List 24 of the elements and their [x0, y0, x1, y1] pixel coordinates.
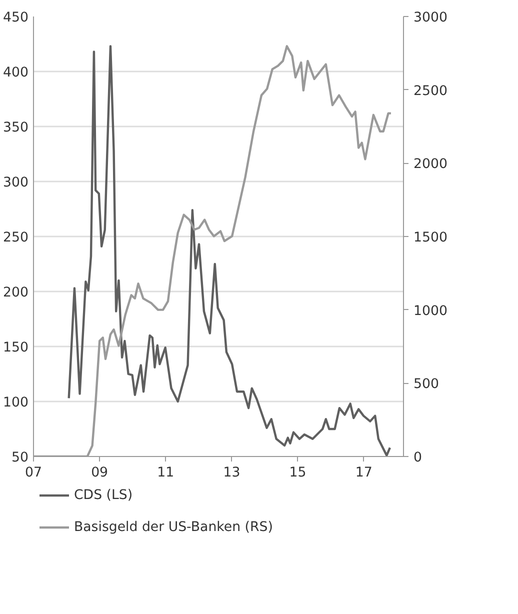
x-tick-label: 07 [25, 466, 42, 480]
y-tick-label: 150 [3, 340, 29, 356]
legend-label: Basisgeld der US-Banken (RS) [74, 520, 273, 534]
y-tick-label: 450 [3, 10, 29, 26]
y2-tick-label: 2500 [414, 84, 448, 99]
x-tick-label: 17 [355, 466, 372, 480]
x-tick-label: 09 [91, 466, 108, 480]
y2-tick-label: 1500 [414, 230, 448, 246]
y-tick-label: 300 [3, 176, 29, 190]
y2-tick-label: 3000 [414, 10, 448, 26]
x-tick-label: 15 [289, 466, 306, 480]
x-tick-label: 13 [223, 466, 240, 480]
y-tick-label: 250 [3, 230, 29, 246]
x-tick-label: 11 [157, 466, 174, 480]
y2-tick-label: 500 [414, 377, 439, 392]
y2-tick-label: 1000 [414, 304, 448, 319]
y-tick-label: 350 [3, 120, 29, 136]
y-tick-label: 100 [3, 396, 29, 410]
legend-label: CDS (LS) [74, 488, 133, 502]
y-tick-label: 400 [3, 66, 29, 80]
y2-tick-label: 2000 [414, 157, 448, 172]
y-tick-label: 50 [12, 450, 29, 466]
y2-tick-label: 0 [414, 450, 422, 466]
y-tick-label: 200 [3, 286, 29, 300]
